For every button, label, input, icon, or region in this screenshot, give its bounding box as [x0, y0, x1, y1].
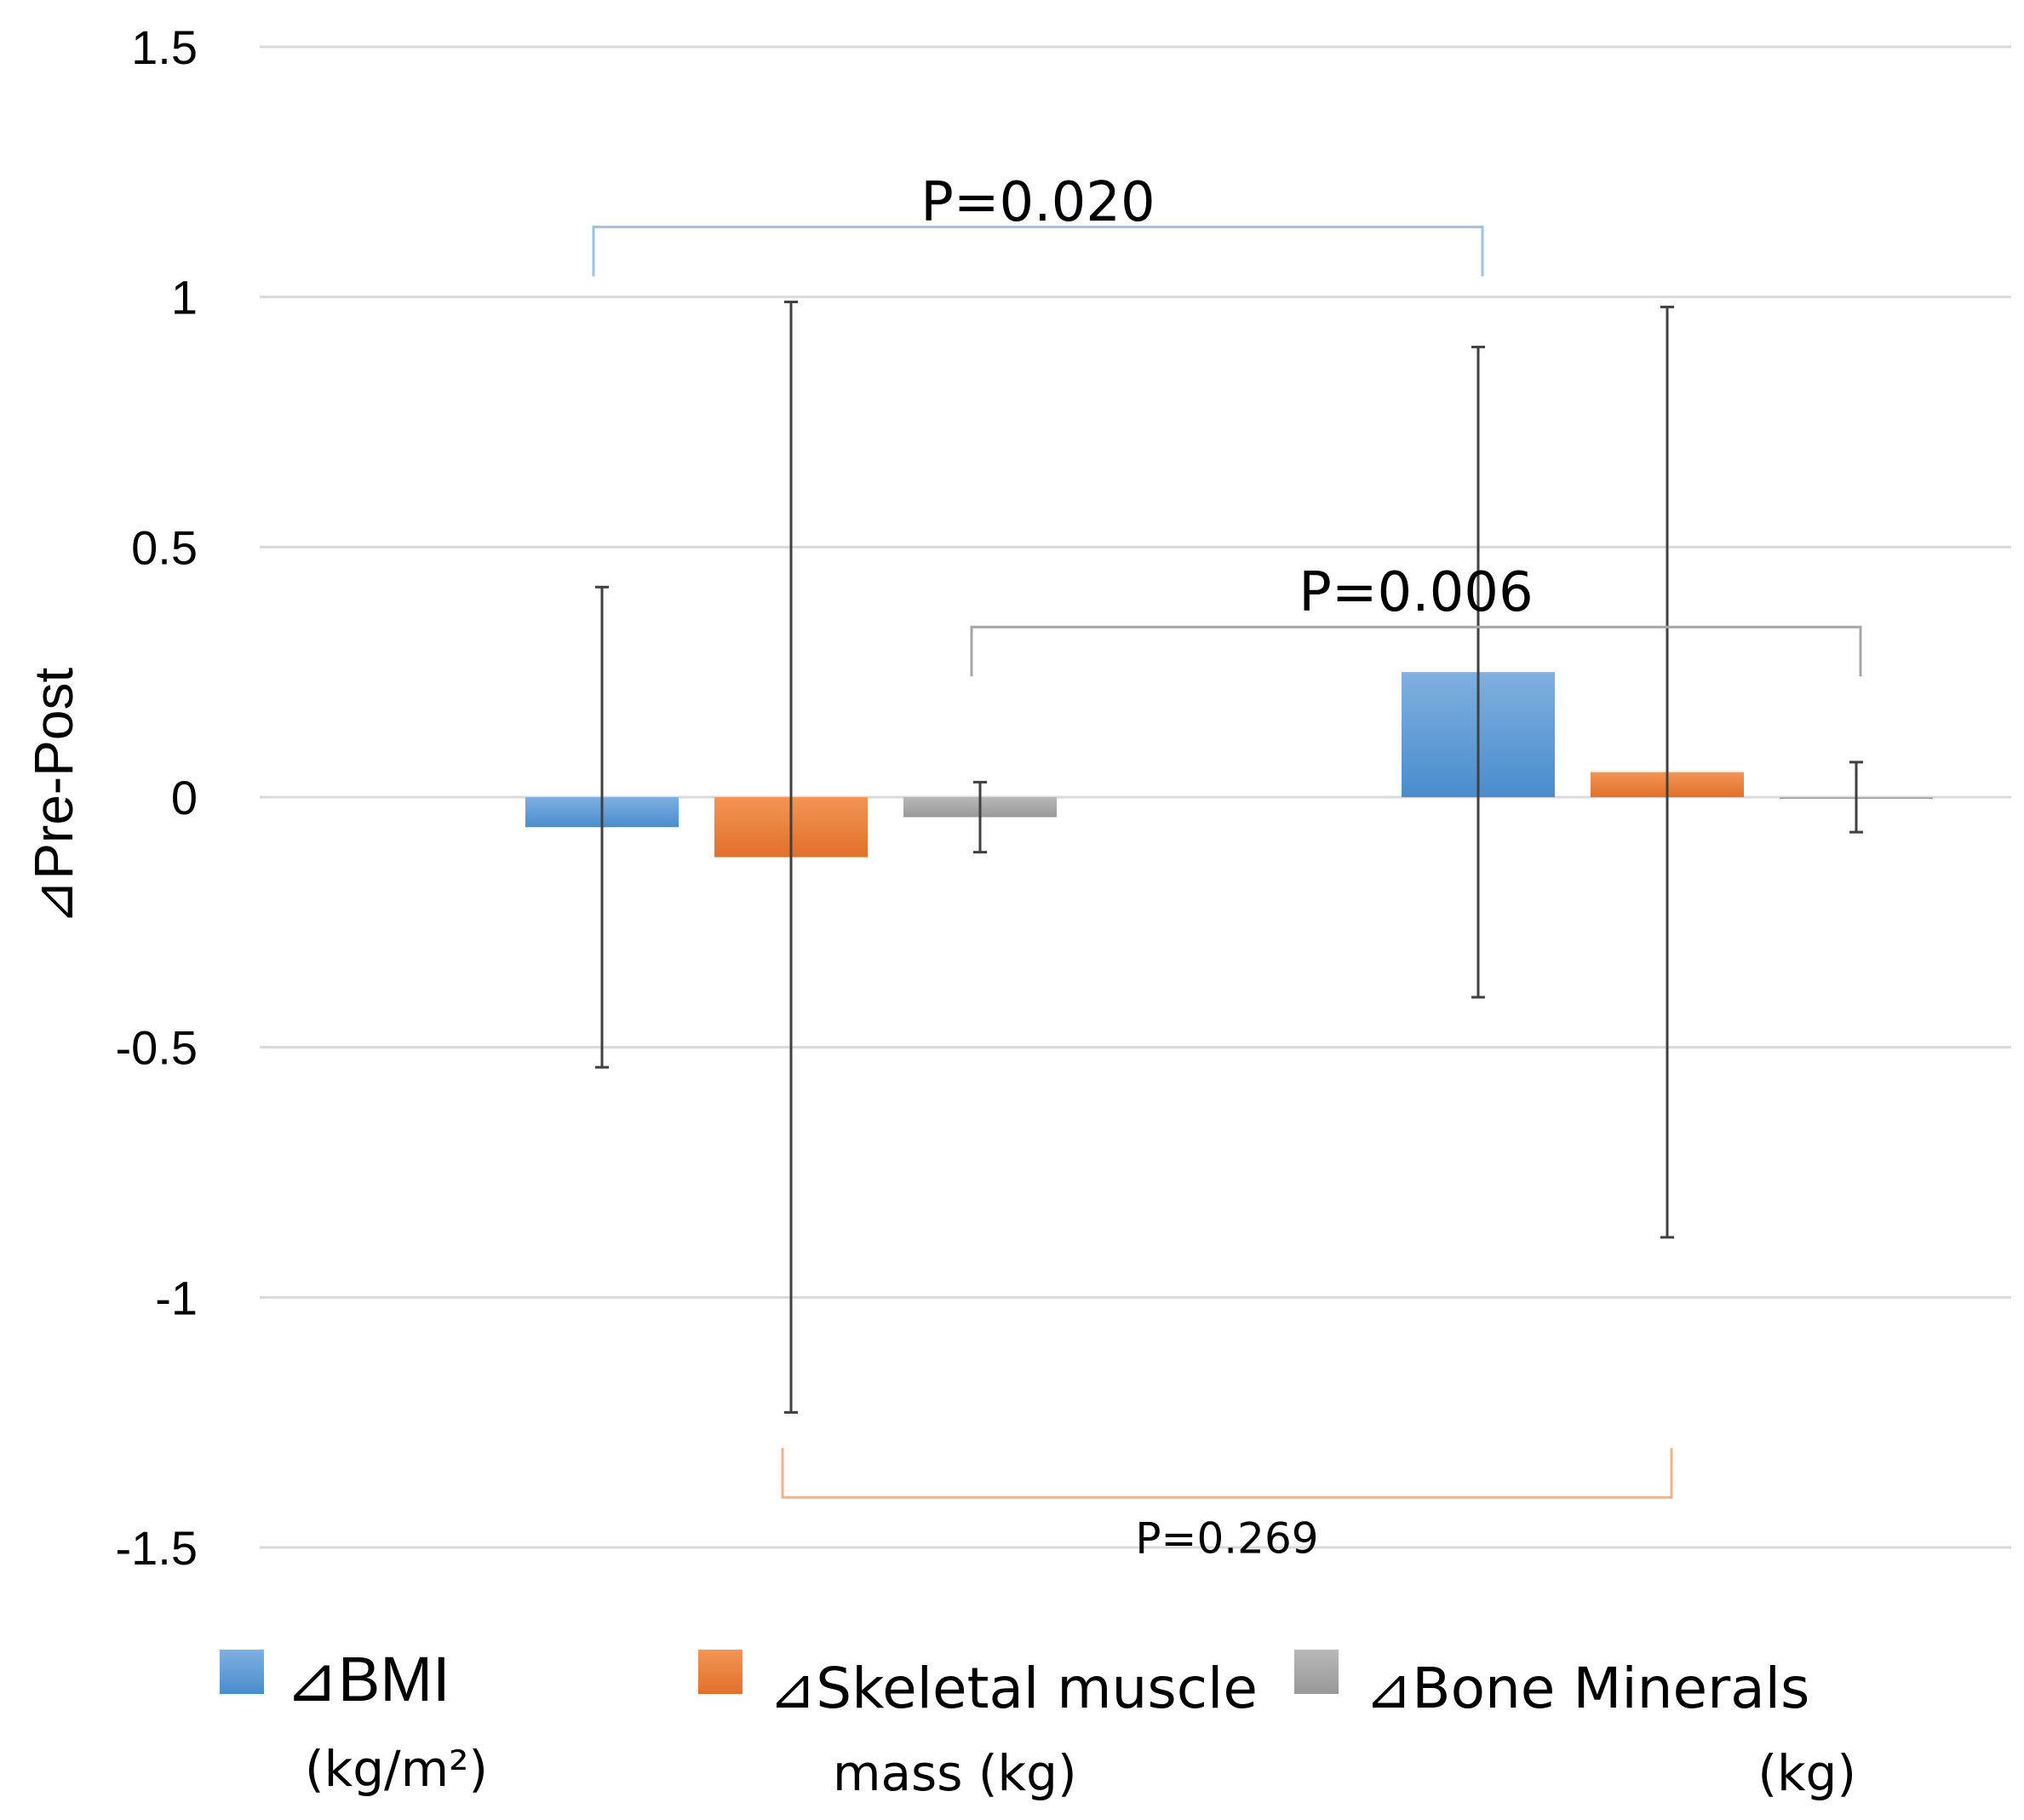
significance-bracket [781, 1448, 1673, 1499]
y-tick-label: -1.5 [116, 1521, 198, 1575]
y-tick-label: 0 [171, 771, 198, 824]
significance-brackets: P=0.020 P=0.006 P=0.269 [592, 171, 1862, 1563]
legend-swatch [220, 1650, 264, 1694]
error-bars [595, 301, 1863, 1414]
legend-unit: mass (kg) [833, 1744, 1077, 1802]
legend-unit: (kg/m²) [305, 1740, 488, 1798]
legend-label: ⊿Bone Minerals [1365, 1656, 1809, 1721]
significance-bracket [970, 625, 1862, 677]
y-tick-label: 1.5 [131, 20, 198, 74]
legend-swatch [698, 1650, 743, 1694]
p-value-label: P=0.020 [920, 171, 1155, 234]
y-axis-tick-labels: 1.5 1 0.5 0 -0.5 -1 -1.5 [116, 20, 198, 1575]
y-axis-label: ⊿Pre-Post [23, 667, 84, 925]
legend-unit: (kg) [1757, 1744, 1856, 1802]
bars [525, 672, 1933, 858]
legend-swatch [1294, 1650, 1339, 1694]
y-tick-label: 0.5 [131, 520, 198, 574]
legend-label: ⊿BMI [285, 1644, 450, 1714]
gridlines [260, 45, 2011, 1549]
p-value-label: P=0.006 [1299, 561, 1533, 624]
p-value-label: P=0.269 [1135, 1513, 1318, 1563]
legend: ⊿BMI (kg/m²) ⊿Skeletal muscle mass (kg) ⊿Bon… [220, 1644, 1856, 1802]
legend-label: ⊿Skeletal muscle [769, 1656, 1258, 1721]
significance-bracket [592, 225, 1484, 277]
y-tick-label: -1 [155, 1271, 198, 1324]
y-tick-label: -0.5 [116, 1021, 198, 1075]
y-tick-label: 1 [171, 271, 198, 324]
